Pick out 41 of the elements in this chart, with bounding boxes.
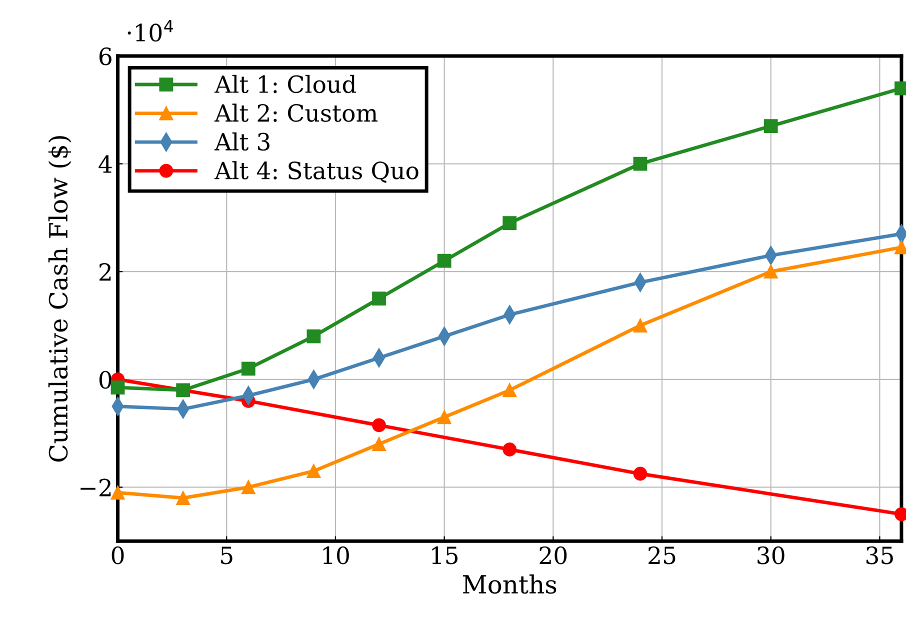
x-tick-label: 0: [112, 546, 124, 564]
point: [372, 292, 386, 306]
point: [437, 410, 452, 424]
point: [306, 464, 321, 478]
y-tick-label: 2: [99, 263, 111, 281]
point: [110, 486, 125, 500]
legend-label: Alt 4: Status Quo: [214, 161, 418, 183]
y-tick-label: −2: [80, 478, 111, 496]
point: [241, 362, 256, 376]
x-tick-label: 30: [758, 546, 784, 564]
y-tick-label: 4: [98, 155, 112, 173]
point: [241, 480, 256, 494]
point: [764, 264, 778, 279]
legend-label: Alt 3: [214, 132, 270, 151]
x-tick-label: 35: [866, 546, 893, 564]
point: [633, 156, 648, 171]
y-tick-label: 0: [99, 370, 112, 389]
point: [176, 491, 190, 505]
x-tick-label: 25: [648, 546, 676, 564]
legend-label: Alt 2: Custom: [214, 104, 378, 122]
point: [502, 442, 517, 456]
point: [437, 254, 452, 268]
point: [306, 329, 321, 344]
x-tick-label: 5: [221, 546, 232, 564]
point: [633, 466, 648, 481]
point: [372, 418, 386, 432]
point: [110, 380, 125, 394]
x-tick-label: 10: [323, 546, 349, 564]
point: [633, 318, 648, 332]
x-axis-title: Months: [463, 574, 556, 594]
point: [502, 383, 517, 398]
legend-label: Alt 1: Cloud: [214, 74, 356, 94]
y-axis-title: Cumulative Cash Flow ($): [48, 136, 72, 462]
text: ·10$^{4}$: [128, 20, 173, 42]
point: [372, 437, 386, 452]
point: [176, 383, 190, 398]
x-tick-label: 20: [540, 546, 567, 564]
point: [502, 216, 517, 230]
y-tick-label: 6: [99, 47, 112, 66]
x-tick-label: 15: [432, 546, 458, 564]
point: [764, 119, 778, 134]
